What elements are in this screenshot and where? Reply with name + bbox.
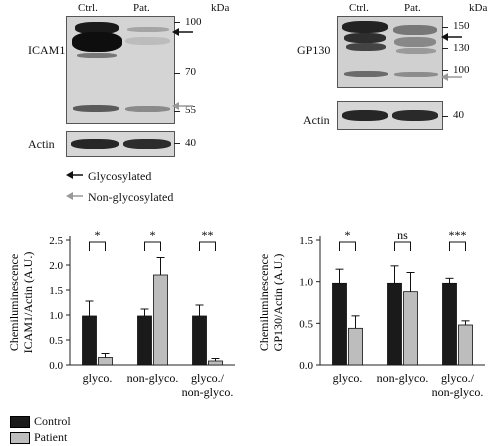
left-glyco-arrow-icon <box>172 28 193 36</box>
right-actin-blot-image <box>337 101 443 130</box>
icam1-bar-chart: Chemiluminescence ICAM1/Actin (A.U.) 0.0 0.… <box>7 228 235 399</box>
gp130-bar-chart: Chemiluminescence GP130/Actin (A.U.) 0.0 0.… <box>257 228 485 399</box>
left-actin-label: Actin <box>28 137 55 151</box>
icam1-ytick-label-3: 1.5 <box>49 285 63 297</box>
left-marker-100: 100 <box>185 16 202 28</box>
control-legend-label: Control <box>34 414 71 428</box>
nonglyco-legend-label: Non-glycosylated <box>88 190 174 204</box>
right-marker-100: 100 <box>453 64 470 76</box>
right-actin-marker: 40 <box>453 109 464 121</box>
right-marker-130: 130 <box>453 42 470 54</box>
gp130-bar-1-0 <box>387 282 402 366</box>
glyco-legend-label: Glycosylated <box>88 169 152 183</box>
icam1-category-label-2-1: non-glyco. <box>182 385 234 399</box>
gp130-bar-0-1 <box>348 327 363 366</box>
gp130-sig-label-0: * <box>345 228 351 242</box>
left-kda-label: kDa <box>211 2 230 14</box>
right-actin-label: Actin <box>303 113 330 127</box>
icam1-sig-label-0: * <box>95 228 101 242</box>
icam1-category-label-1-0: non-glyco. <box>127 371 179 385</box>
gp130-bar-2-0 <box>442 282 457 366</box>
icam1-ytick-label-0: 0.0 <box>49 360 63 372</box>
patient-legend-label: Patient <box>34 430 68 444</box>
left-protein-label: ICAM1 <box>28 43 66 57</box>
gp130-bar-1-1 <box>403 291 418 366</box>
icam1-bar-0-0 <box>82 315 97 366</box>
right-protein-label: GP130 <box>297 43 331 57</box>
right-kda-label: kDa <box>469 2 488 14</box>
left-actin-blot-image <box>66 131 175 157</box>
icam1-bar-1-1 <box>153 274 168 366</box>
gp130-category-label-2-1: non-glyco. <box>432 385 484 399</box>
icam1-ytick-label-5: 2.5 <box>49 235 63 247</box>
nonglyco-legend-arrow-icon <box>66 192 83 200</box>
icam1-bar-2-1 <box>208 360 223 366</box>
icam1-sig-label-2: ** <box>202 228 214 242</box>
right-marker-150: 150 <box>453 20 470 32</box>
left-nonglyco-arrow-icon <box>172 102 193 110</box>
gp130-ylabel-line-0: Chemiluminescence <box>257 254 271 351</box>
right-glyco-arrow-icon <box>441 33 462 41</box>
left-marker-55: 55 <box>185 104 196 116</box>
gp130-sig-bracket-2 <box>449 241 466 251</box>
icam1-category-label-0-0: glyco. <box>83 371 113 385</box>
icam1-blot-image <box>66 16 175 124</box>
icam1-sig-bracket-1 <box>144 241 161 251</box>
icam1-ylabel-line-1: ICAM1/Actin (A.U.) <box>21 252 35 354</box>
gp130-sig-label-1: ns <box>397 228 408 242</box>
left-lane-pat-label: Pat. <box>133 2 150 14</box>
icam1-bar-2-0 <box>192 315 207 366</box>
icam1-ylabel-line-0: Chemiluminescence <box>7 254 21 351</box>
icam1-sig-bracket-0 <box>89 241 106 251</box>
gp130-blot-image <box>337 16 443 88</box>
gp130-category-label-0-0: glyco. <box>333 371 363 385</box>
gp130-ytick-label-3: 1.5 <box>299 235 313 247</box>
left-actin-marker: 40 <box>185 137 196 149</box>
control-swatch <box>10 416 30 428</box>
right-lane-pat-label: Pat. <box>404 2 421 14</box>
left-marker-70: 70 <box>185 66 196 78</box>
icam1-bar-0-1 <box>98 357 113 366</box>
gp130-bar-0-0 <box>332 282 347 366</box>
icam1-sig-bracket-2 <box>199 241 216 251</box>
right-nonglyco-arrow-icon <box>441 73 462 81</box>
patient-swatch <box>10 432 30 444</box>
gp130-ytick-label-2: 1.0 <box>299 277 313 289</box>
icam1-category-label-2-0: glyco./ <box>191 371 225 385</box>
gp130-bar-2-1 <box>458 324 473 366</box>
icam1-ytick-label-4: 2.0 <box>49 260 63 272</box>
icam1-ytick-label-1: 0.5 <box>49 335 63 347</box>
gp130-sig-label-2: *** <box>449 228 467 242</box>
gp130-category-label-2-0: glyco./ <box>441 371 475 385</box>
gp130-category-label-1-0: non-glyco. <box>377 371 429 385</box>
right-lane-ctrl-label: Ctrl. <box>349 2 369 14</box>
icam1-ytick-label-2: 1.0 <box>49 310 63 322</box>
icam1-bar-1-0 <box>137 315 152 366</box>
gp130-ylabel-line-1: GP130/Actin (A.U.) <box>271 254 285 352</box>
glyco-legend-arrow-icon <box>66 171 83 179</box>
icam1-sig-label-1: * <box>150 228 156 242</box>
left-lane-ctrl-label: Ctrl. <box>78 2 98 14</box>
gp130-ytick-label-0: 0.0 <box>299 360 313 372</box>
gp130-sig-bracket-1 <box>394 241 411 251</box>
gp130-ytick-label-1: 0.5 <box>299 318 313 330</box>
gp130-sig-bracket-0 <box>339 241 356 251</box>
